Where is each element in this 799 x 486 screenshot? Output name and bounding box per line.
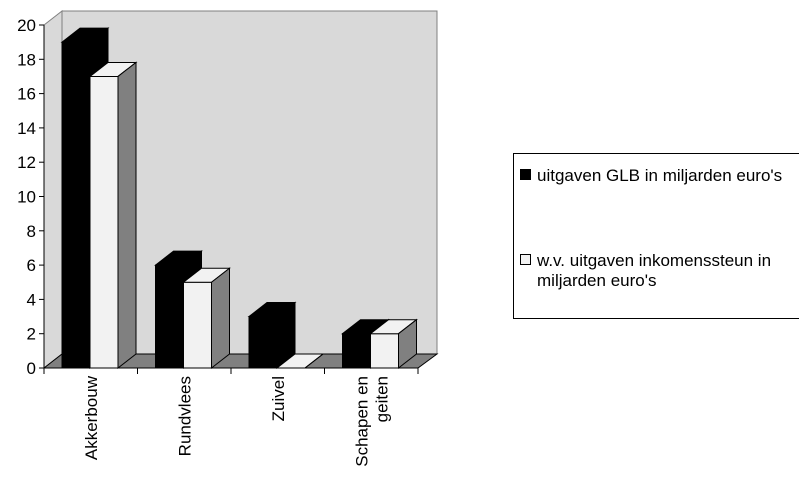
x-category-label-line: Zuivel (269, 376, 288, 421)
bar-2-3 (275, 353, 325, 369)
y-tick-label: 8 (27, 222, 36, 241)
y-tick-label: 12 (17, 153, 36, 172)
y-tick-label: 20 (17, 16, 36, 35)
bar-side (398, 318, 417, 370)
bar-2-4 (369, 318, 418, 370)
y-tick-label: 18 (17, 50, 36, 69)
legend-label: uitgaven GLB in miljarden euro's (537, 166, 783, 185)
bar-side (211, 267, 230, 370)
legend-swatch-black (520, 169, 531, 180)
x-category-label-line: Schapen en (352, 376, 371, 467)
bar-1-3 (247, 301, 297, 370)
y-axis: 0 2 4 6 8 10 12 14 16 18 20 (17, 16, 45, 378)
x-category-label: Zuivel (269, 376, 288, 421)
bar-front (342, 333, 371, 369)
legend-swatch-light (520, 254, 531, 265)
x-category-label: Akkerbouw (82, 375, 101, 460)
bar-side (304, 353, 324, 369)
bar-front (89, 75, 119, 369)
y-tick-label: 16 (17, 85, 36, 104)
y-tick-label: 6 (27, 256, 36, 275)
bar-front (370, 333, 399, 369)
bar-front (61, 41, 91, 369)
x-category-label: Schapen en geiten (352, 376, 391, 467)
bars-group (60, 27, 418, 370)
bar-front (155, 264, 184, 369)
y-tick-label: 10 (17, 188, 36, 207)
x-category-label-line: Akkerbouw (82, 375, 101, 460)
x-category-label-line: Rundvlees (175, 376, 194, 456)
legend-label: w.v. uitgaven inkomenssteun in miljarden… (537, 251, 772, 290)
x-axis: Akkerbouw Rundvlees Zuivel Schapen en geiten (43, 367, 419, 467)
x-category-label: Rundvlees (175, 376, 194, 456)
y-tick-label: 4 (27, 290, 36, 309)
bar-front (248, 316, 278, 369)
bar-side (117, 61, 137, 370)
y-tick-label: 0 (27, 359, 36, 378)
bar-front (183, 281, 212, 369)
y-tick-label: 14 (17, 119, 36, 138)
y-tick-label: 2 (27, 325, 36, 344)
x-category-label-line: geiten (372, 376, 391, 422)
bar-2-1 (88, 61, 138, 370)
side-wall (43, 9, 63, 370)
legend: uitgaven GLB in miljarden euro's w.v. ui… (513, 153, 799, 319)
bar-2-2 (182, 267, 231, 370)
